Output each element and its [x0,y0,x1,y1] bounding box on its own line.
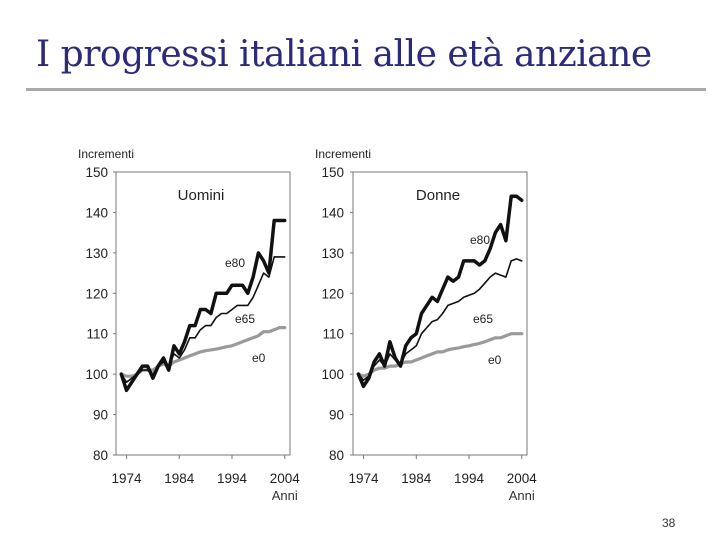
plot-frame [115,171,291,456]
y-axis-label: Incrementi [315,147,371,161]
y-tick-label: 130 [321,246,344,261]
series-label-e0: e0 [252,351,266,365]
y-tick-label: 90 [329,408,344,423]
series-line-e80 [356,194,524,389]
y-tick-label: 130 [85,246,108,261]
y-tick-label: 140 [321,205,344,220]
series-line-e0 [356,332,524,378]
y-tick-label: 90 [93,408,108,423]
slide-title: I progressi italiani alle età anziane [36,34,652,75]
y-tick-label: 120 [85,286,108,301]
y-tick-label: 100 [85,367,108,382]
panel-title: Donne [416,187,460,204]
panel-title: Uomini [178,187,225,204]
y-tick-label: 80 [329,448,344,463]
y-tick-label: 110 [322,327,344,342]
x-axis-label: Anni [272,488,298,503]
y-tick-label: 110 [86,327,108,342]
y-tick-label: 150 [321,165,344,180]
y-tick-label: 100 [321,367,344,382]
y-tick-label: 120 [321,286,344,301]
y-axis-label: Incrementi [78,147,134,161]
x-tick-label: 1984 [401,471,432,486]
x-tick-label: 1974 [349,471,380,486]
x-tick-label: 1974 [112,471,143,486]
series-line-e80 [119,218,287,393]
x-tick-label: 2004 [507,471,538,486]
title-divider [26,88,706,91]
series-label-e65: e65 [235,312,255,326]
y-tick-label: 80 [93,448,108,463]
page-number: 38 [662,516,676,530]
y-tick-label: 140 [85,205,108,220]
x-tick-label: 1994 [217,471,248,486]
series-label-e80: e80 [225,256,245,270]
x-tick-label: 1984 [164,471,195,486]
series-label-e80: e80 [470,233,490,247]
series-label-e65: e65 [473,312,493,326]
plot-frame [352,171,528,456]
x-axis-label: Anni [509,488,535,503]
x-tick-label: 2004 [270,471,301,486]
x-tick-label: 1994 [454,471,485,486]
y-tick-label: 150 [85,165,108,180]
series-label-e0: e0 [488,353,502,367]
